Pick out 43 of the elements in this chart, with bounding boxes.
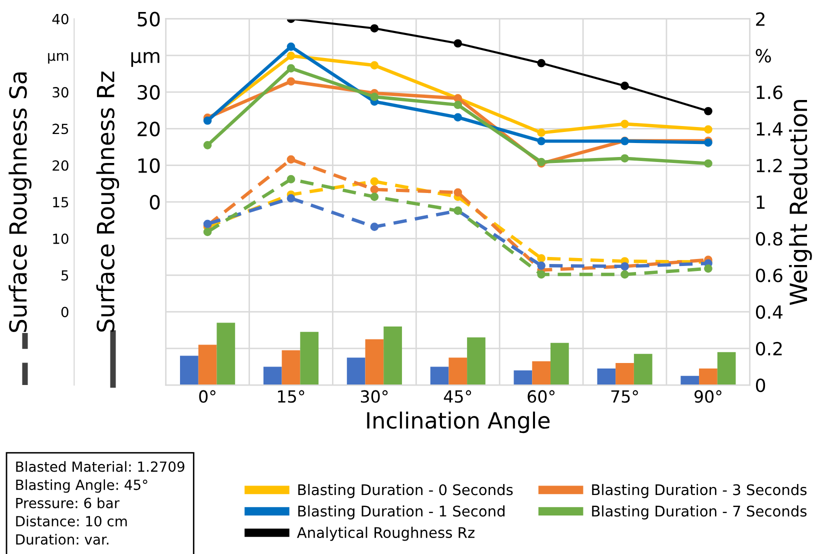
x-tick-label: 45° xyxy=(444,390,472,403)
x-tick-label: 15° xyxy=(278,390,304,403)
legend-label: Analytical Roughness Rz xyxy=(296,526,474,541)
y2-tick-label: 0.4 xyxy=(756,305,782,319)
y2-tick-label: 0.2 xyxy=(756,342,782,356)
y3-tick-label: µm xyxy=(48,52,68,64)
y-tick-label: 10 xyxy=(138,158,160,173)
y2-tick-label: 2 xyxy=(756,12,764,26)
y2-tick-label: 0.8 xyxy=(756,232,782,246)
y2-tick-label: 0 xyxy=(756,378,766,392)
x-tick-label: 75° xyxy=(611,390,638,403)
x-tick-label: 0° xyxy=(199,390,216,403)
y-tick-label: 20 xyxy=(138,122,160,136)
y2-tick-label: 1.2 xyxy=(756,158,782,172)
y-axis-title: Surface Roughness Rz xyxy=(96,72,120,332)
y-tick-label: 30 xyxy=(138,85,160,100)
y2-tick-label: 1.6 xyxy=(756,86,782,100)
y3-tick-label: 30 xyxy=(52,87,68,98)
y2-tick-label: 0.6 xyxy=(756,268,782,282)
y2-axis-title: Weight Reduction xyxy=(789,100,812,306)
y2-tick-label: 1 xyxy=(756,196,765,209)
legend-label: Blasting Duration - 1 Second xyxy=(298,505,504,520)
x-axis-title: Inclination Angle xyxy=(367,412,550,434)
y3-tick-label: 40 xyxy=(52,14,68,24)
y-tick-label: 0 xyxy=(150,194,160,210)
y3-tick-label: 10 xyxy=(53,234,68,244)
legend-label: Blasting Duration - 7 Seconds xyxy=(592,505,807,520)
y3-tick-label: 15 xyxy=(53,197,68,208)
y3-tick-label: 5 xyxy=(62,270,68,281)
y-tick-label: µm xyxy=(131,52,160,67)
legend-label: Blasting Duration - 3 Seconds xyxy=(592,484,807,498)
legend-label: Blasting Duration - 0 Seconds xyxy=(298,484,513,498)
y2-tick-label: 1.4 xyxy=(756,122,782,136)
y-tick-label: 50 xyxy=(138,12,160,26)
y3-tick-label: 20 xyxy=(52,160,68,171)
y3-tick-label: 0 xyxy=(61,306,68,318)
y3-tick-label: 25 xyxy=(52,124,68,134)
x-tick-label: 60° xyxy=(528,390,554,403)
x-tick-label: 90° xyxy=(694,390,722,403)
y3-axis-title: Surface Roughness Sa xyxy=(8,72,32,332)
x-tick-label: 30° xyxy=(360,390,388,403)
y2-tick-label: % xyxy=(756,48,771,63)
text: Blasted Material: 1.2709 Blasting Angle: 45° Pressure: 6 bar Distance: 10 cm Duration: var. xyxy=(16,461,184,545)
